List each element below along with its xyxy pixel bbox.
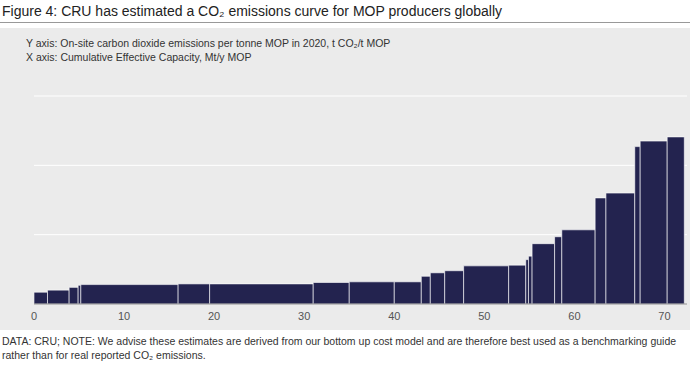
svg-text:70: 70 — [658, 310, 670, 322]
svg-text:50: 50 — [478, 310, 490, 322]
html-text:Figure 4: CRU has estimated a: Figure 4: CRU has estimated a CO₂ emissi… — [2, 3, 502, 19]
svg-text:30: 30 — [298, 310, 310, 322]
svg-text:10: 10 — [118, 310, 130, 322]
html-text:DATA: CRU; NOTE: We advise the: DATA: CRU; NOTE: We advise these estimat… — [2, 335, 677, 361]
html-text:Y axis: On-site carbon dioxide: Y axis: On-site carbon dioxide emissions… — [26, 37, 391, 49]
svg-text:20: 20 — [208, 310, 220, 322]
svg-text:60: 60 — [568, 310, 580, 322]
svg-text:0: 0 — [31, 310, 37, 322]
svg-text:40: 40 — [388, 310, 400, 322]
html-text:X axis: Cumulative Effective C: X axis: Cumulative Effective Capacity, M… — [26, 51, 252, 63]
